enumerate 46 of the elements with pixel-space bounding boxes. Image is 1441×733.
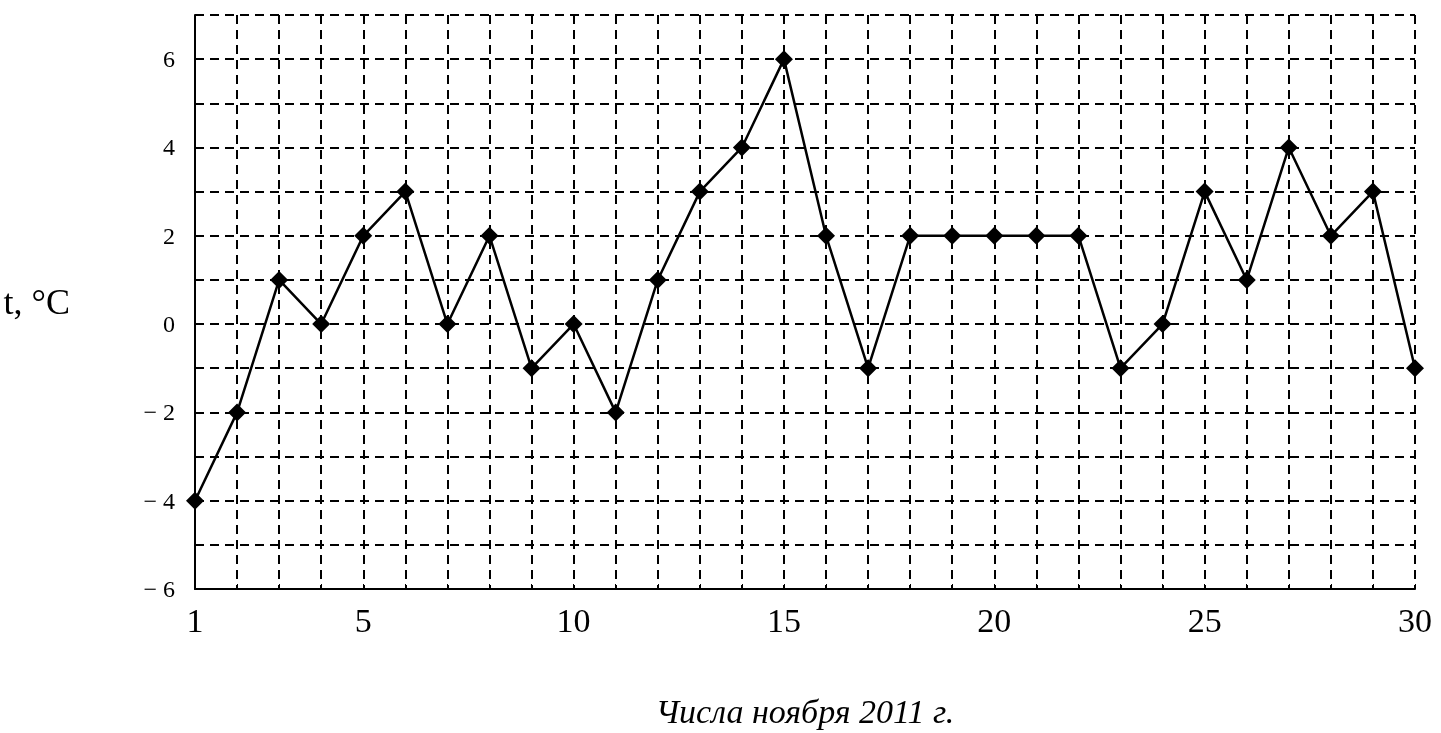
point <box>732 138 751 157</box>
point <box>817 226 836 245</box>
point <box>228 403 247 422</box>
point <box>1111 359 1130 378</box>
point <box>522 359 541 378</box>
point <box>606 403 625 422</box>
y-tick-label: − 2 <box>143 399 175 426</box>
point <box>186 491 204 510</box>
point <box>438 315 457 334</box>
point <box>270 270 289 289</box>
x-tick-label: 5 <box>354 601 372 639</box>
point <box>354 226 373 245</box>
y-tick-label: − 4 <box>143 487 175 514</box>
point <box>648 270 667 289</box>
point <box>312 315 331 334</box>
point <box>985 226 1004 245</box>
point <box>1069 226 1088 245</box>
y-tick-label: − 6 <box>143 576 175 602</box>
point <box>564 315 583 334</box>
y-tick-label: 4 <box>163 134 175 161</box>
x-tick-label: 20 <box>977 601 1012 639</box>
y-tick-label: 0 <box>163 311 175 338</box>
point <box>943 226 962 245</box>
y-tick-label: 6 <box>163 46 175 73</box>
x-tick-label: 30 <box>1398 601 1432 639</box>
x-tick-label: 15 <box>766 601 801 639</box>
point <box>480 226 499 245</box>
point <box>1406 359 1424 378</box>
x-tick-label: 1 <box>186 601 204 639</box>
point <box>396 182 415 201</box>
point <box>774 50 793 69</box>
x-tick-label: 25 <box>1187 601 1222 639</box>
y-tick-label: 2 <box>163 222 175 249</box>
point <box>1027 226 1046 245</box>
x-tick-label: 10 <box>556 601 591 639</box>
point <box>1195 182 1214 201</box>
point <box>1279 138 1298 157</box>
point <box>1363 182 1382 201</box>
point <box>901 226 920 245</box>
point <box>859 359 878 378</box>
y-axis-title: t, °C <box>3 282 70 322</box>
x-axis-title: Числа ноября 2011 г. <box>655 692 955 730</box>
point <box>690 182 709 201</box>
point <box>1153 315 1172 334</box>
point <box>1237 270 1256 289</box>
point <box>1321 226 1340 245</box>
